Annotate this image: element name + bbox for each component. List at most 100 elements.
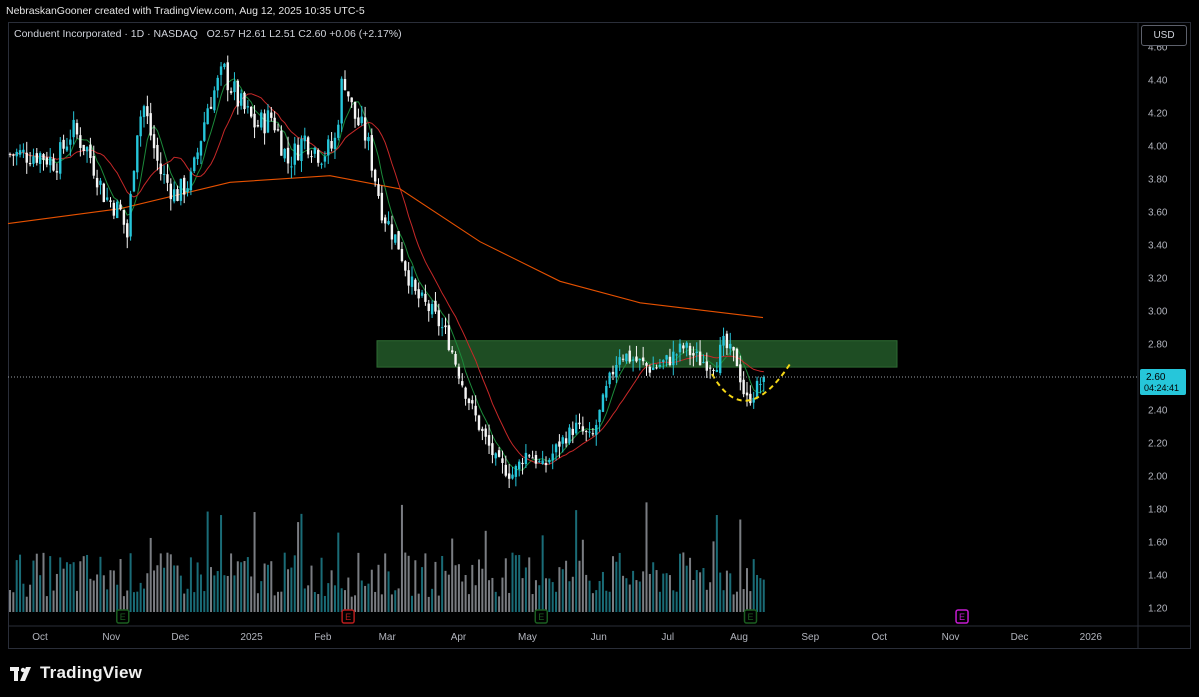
- volume-bar: [166, 552, 169, 612]
- volume-bar: [112, 570, 115, 612]
- y-tick-label: 1.60: [1148, 538, 1168, 549]
- volume-bar: [327, 583, 330, 612]
- x-tick-label: Nov: [102, 632, 120, 643]
- candle-body: [250, 106, 253, 117]
- volume-bar: [354, 595, 357, 612]
- candle-body: [296, 144, 300, 161]
- candle-body: [330, 141, 333, 149]
- candle-body: [608, 372, 611, 385]
- volume-bar: [407, 555, 410, 612]
- candle-body: [363, 117, 367, 141]
- candle-body: [538, 461, 541, 463]
- candle-body: [162, 173, 166, 175]
- candle-body: [276, 129, 280, 131]
- candle-body: [152, 134, 156, 149]
- volume-bar: [575, 510, 578, 612]
- volume-bar: [313, 592, 316, 612]
- brand-name: TradingView: [40, 663, 143, 682]
- candle-body: [615, 365, 618, 378]
- volume-bar: [719, 572, 722, 612]
- volume-bar: [89, 578, 92, 612]
- volume-bar: [52, 590, 55, 612]
- x-tick-label: Jun: [591, 632, 607, 643]
- open-value: 2.57: [214, 28, 236, 40]
- candle-body: [42, 154, 45, 160]
- volume-bar: [303, 588, 306, 612]
- volume-bar: [702, 567, 705, 612]
- candle-body: [437, 310, 440, 327]
- volume-bar: [488, 580, 491, 612]
- change-value: +0.06 (+2.17%): [329, 28, 402, 40]
- x-tick-label: Nov: [942, 632, 960, 643]
- candle-body: [62, 139, 65, 149]
- candle-body: [688, 345, 692, 356]
- candle-body: [424, 293, 427, 302]
- candle-body: [658, 364, 662, 367]
- volume-bar: [216, 571, 219, 612]
- candle-body: [72, 119, 75, 138]
- candle-body: [749, 393, 752, 404]
- volume-bar: [146, 573, 149, 612]
- close-value: 2.60: [305, 28, 327, 40]
- volume-bar: [344, 590, 346, 612]
- volume-bar: [340, 588, 343, 612]
- volume-bar: [424, 553, 427, 612]
- candle-body: [404, 261, 407, 271]
- candle-body: [712, 369, 715, 371]
- candle-body: [300, 138, 303, 161]
- candle-body: [38, 153, 42, 164]
- volume-bar: [29, 584, 32, 612]
- volume-bar: [280, 591, 283, 612]
- candle-body: [755, 380, 759, 399]
- volume-bar: [220, 515, 223, 612]
- volume-bar: [109, 570, 112, 612]
- last-price-countdown: 04:24:41: [1144, 383, 1179, 393]
- candle-body: [65, 146, 69, 151]
- volume-bar: [210, 567, 212, 612]
- y-tick-label: 2.40: [1148, 406, 1168, 417]
- tradingview-brand[interactable]: TradingView: [10, 663, 142, 683]
- volume-bar: [561, 569, 564, 612]
- volume-bar: [65, 562, 68, 612]
- candle-body: [280, 130, 283, 156]
- candle-body: [209, 106, 213, 109]
- ma-mid-line: [9, 93, 764, 465]
- volume-bar: [558, 567, 561, 612]
- candle-body: [22, 149, 25, 153]
- high-value: 2.61: [245, 28, 267, 40]
- volume-bar: [759, 578, 762, 612]
- y-tick-label: 4.00: [1148, 142, 1168, 153]
- candle-body: [146, 106, 149, 117]
- candle-body: [119, 204, 122, 210]
- volume-bar: [159, 553, 162, 612]
- volume-bar: [508, 592, 511, 612]
- y-tick-label: 1.40: [1148, 571, 1168, 582]
- volume-bar: [729, 573, 732, 612]
- candle-body: [668, 356, 672, 366]
- volume-bar: [297, 522, 300, 612]
- volume-bar: [431, 588, 434, 612]
- candle-body: [189, 171, 193, 191]
- volume-bar: [581, 539, 584, 612]
- candle-body: [574, 422, 578, 434]
- volume-bar: [390, 594, 393, 612]
- volume-bar: [454, 565, 457, 612]
- candle-body: [223, 63, 226, 68]
- volume-bar: [732, 594, 735, 612]
- candle-body: [702, 361, 705, 363]
- volume-bar: [277, 591, 279, 612]
- currency-button[interactable]: USD: [1141, 25, 1187, 46]
- volume-bar: [400, 504, 403, 612]
- candle-body: [645, 363, 648, 366]
- volume-bar: [545, 578, 547, 612]
- candle-body: [75, 123, 79, 135]
- volume-bar: [132, 592, 135, 612]
- ma-long-line: [7, 175, 764, 319]
- candle-body: [176, 189, 179, 201]
- volume-bar: [350, 596, 353, 612]
- credit-line: NebraskanGooner created with TradingView…: [6, 5, 365, 17]
- candle-body: [169, 183, 172, 200]
- candle-body: [15, 151, 18, 157]
- candle-body: [558, 441, 561, 447]
